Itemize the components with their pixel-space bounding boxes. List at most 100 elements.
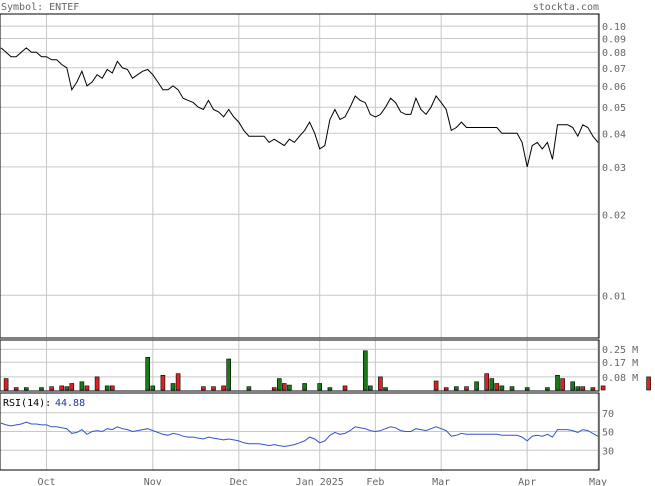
- volume-bar: [201, 386, 206, 391]
- price-tick-label: 0.06: [602, 82, 626, 93]
- rsi-tick-label: 70: [602, 409, 614, 420]
- x-tick-label: Apr: [518, 477, 536, 486]
- volume-bar: [499, 385, 505, 391]
- volume-bar: [246, 386, 252, 391]
- price-tick-label: 0.03: [602, 163, 626, 174]
- price-line: [0, 47, 599, 168]
- x-tick-label: Nov: [144, 477, 162, 486]
- price-tick-label: 0.04: [602, 129, 626, 140]
- volume-bar: [590, 387, 596, 391]
- volume-bar: [84, 385, 90, 391]
- volume-bar: [49, 386, 54, 391]
- volume-bar: [494, 383, 500, 391]
- volume-bar: [327, 387, 333, 391]
- volume-bar: [545, 387, 550, 391]
- volume-bar: [104, 385, 110, 391]
- price-grid: [0, 14, 599, 338]
- volume-bar: [464, 386, 469, 391]
- volume-bar: [580, 386, 586, 391]
- volume-bar: [453, 386, 459, 391]
- volume-bar: [110, 385, 115, 391]
- x-tick-label: May: [589, 477, 607, 486]
- volume-tick-label: 0.25 M: [602, 345, 638, 356]
- volume-bar: [367, 385, 373, 391]
- volume-panel: 0.25 M 0.17 M 0.08 M: [0, 339, 651, 392]
- volume-bar: [23, 387, 29, 391]
- volume-bar: [646, 376, 651, 391]
- volume-bar: [69, 383, 75, 391]
- volume-bar: [150, 385, 156, 391]
- volume-frame: [0, 339, 600, 392]
- volume-bar: [79, 381, 85, 391]
- volume-bar: [226, 358, 231, 391]
- volume-bar: [170, 383, 176, 391]
- volume-bar: [443, 387, 449, 391]
- volume-bar: [362, 350, 368, 391]
- volume-bar: [13, 387, 19, 391]
- volume-bar: [560, 378, 565, 391]
- volume-bar: [59, 385, 65, 391]
- price-tick-label: 0.02: [602, 210, 626, 221]
- volume-bar: [145, 356, 150, 391]
- price-frame: [0, 13, 600, 339]
- x-tick-label: Feb: [366, 477, 384, 486]
- volume-bar: [3, 378, 9, 391]
- price-axis: 0.10 0.09 0.08 0.07 0.06 0.05 0.04 0.03 0.02 0.01: [602, 22, 626, 302]
- volume-bar: [160, 374, 166, 391]
- volume-bar: [175, 373, 181, 391]
- site-label: stockta.com: [533, 2, 599, 13]
- volume-bar: [287, 384, 292, 391]
- volume-bar: [39, 387, 44, 391]
- volume-bar: [276, 378, 282, 391]
- volume-bar: [64, 386, 70, 391]
- volume-tick-label: 0.08 M: [602, 373, 638, 384]
- volume-bar: [433, 380, 439, 391]
- x-tick-label: Oct: [37, 477, 55, 486]
- volume-bar: [509, 386, 515, 391]
- rsi-tick-label: 50: [602, 428, 614, 439]
- volume-grid: [0, 340, 599, 391]
- volume-bar: [575, 386, 581, 391]
- volume-tick-label: 0.17 M: [602, 358, 638, 369]
- volume-bar: [570, 381, 576, 391]
- rsi-grid: [0, 393, 599, 470]
- volume-bar: [317, 383, 323, 391]
- rsi-panel: 70 50 30 RSI(14): 44.88: [0, 392, 614, 471]
- rsi-line: [0, 421, 599, 448]
- volume-bar: [302, 383, 307, 391]
- rsi-frame: [0, 392, 600, 471]
- volume-bar: [211, 386, 216, 391]
- price-tick-label: 0.10: [602, 22, 626, 33]
- volume-bar: [342, 385, 348, 391]
- rsi-label: RSI(14):: [3, 398, 51, 409]
- volume-bar: [94, 376, 100, 391]
- volume-axis: 0.25 M 0.17 M 0.08 M: [602, 345, 638, 384]
- symbol-label: Symbol: ENTEF: [1, 2, 79, 13]
- x-tick-label: Mar: [432, 477, 450, 486]
- volume-bar: [281, 383, 287, 391]
- x-tick-label: Dec: [230, 477, 248, 486]
- volume-bar: [378, 376, 383, 391]
- rsi-value: 44.88: [55, 398, 85, 409]
- volume-bar: [524, 387, 530, 391]
- volume-bar: [555, 374, 560, 391]
- volume-bar: [383, 387, 388, 391]
- rsi-axis: 70 50 30: [602, 409, 614, 458]
- price-tick-label: 0.05: [602, 103, 626, 114]
- x-tick-label: Jan 2025: [296, 477, 344, 486]
- volume-bars: [3, 350, 651, 391]
- volume-bar: [474, 381, 479, 391]
- volume-bar: [484, 373, 490, 391]
- price-tick-label: 0.08: [602, 48, 626, 59]
- volume-bar: [600, 385, 606, 391]
- x-axis: Oct Nov Dec Jan 2025 Feb Mar Apr May: [37, 477, 607, 486]
- price-tick-label: 0.01: [602, 291, 626, 302]
- rsi-tick-label: 30: [602, 446, 614, 457]
- price-panel: 0.10 0.09 0.08 0.07 0.06 0.05 0.04 0.03 0.02 0.01: [0, 13, 626, 339]
- volume-bar: [489, 378, 495, 391]
- volume-bar: [271, 387, 277, 391]
- volume-bar: [221, 385, 226, 391]
- price-tick-label: 0.09: [602, 35, 626, 46]
- price-tick-label: 0.07: [602, 64, 626, 75]
